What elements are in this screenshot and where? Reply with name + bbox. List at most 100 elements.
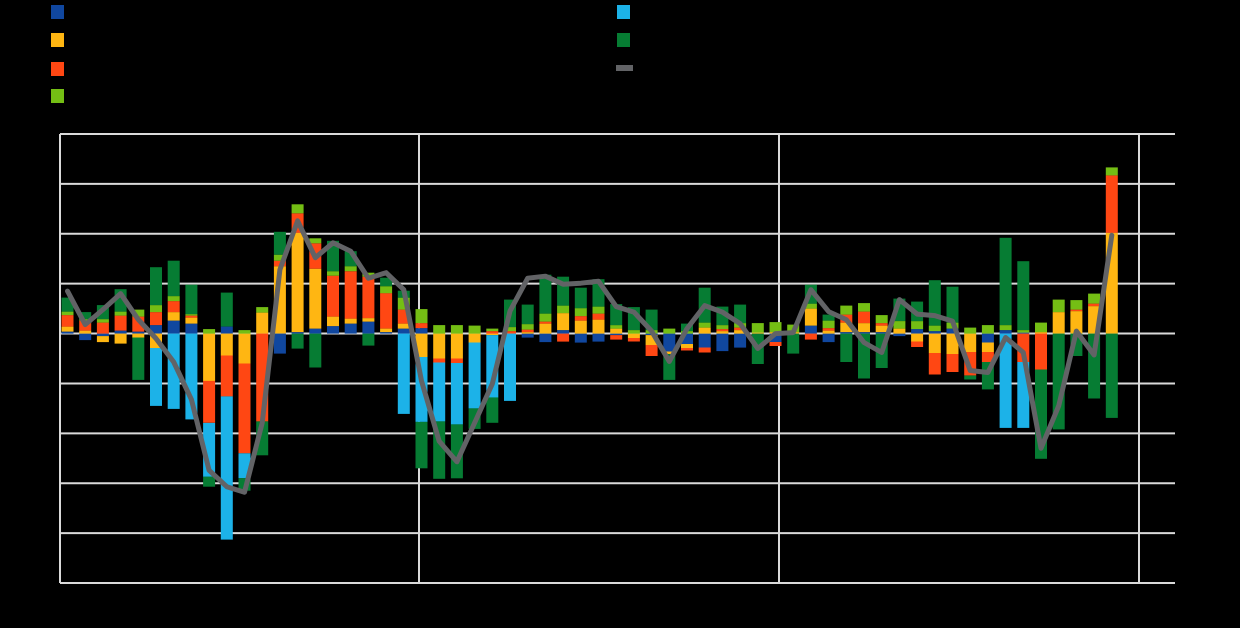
bar-segment-amber [433, 333, 446, 359]
bar-segment-amber [132, 333, 145, 338]
bar-segment-sky-blue [468, 342, 481, 409]
bar-segment-dark-blue [397, 328, 410, 334]
bar-segment-dark-green [946, 286, 959, 323]
bar-segment-orange-red [96, 322, 109, 334]
bar-segment-light-green [344, 266, 357, 272]
bar-segment-amber [822, 330, 835, 334]
bar-segment-orange-red [822, 328, 835, 331]
bar-segment-light-green [1017, 330, 1030, 333]
bar-segment-orange-red [61, 315, 74, 327]
bar-segment-amber [592, 319, 605, 334]
legend-swatch-amber [51, 33, 64, 47]
bar-segment-sky-blue [150, 348, 162, 406]
bar-segment-amber [344, 318, 357, 324]
bar-segment-orange-red [698, 347, 711, 353]
bar-segment-light-green [840, 305, 853, 315]
bar-segment-light-green [1035, 322, 1047, 333]
bar-segment-orange-red [981, 352, 994, 362]
bar-segment-amber [327, 316, 339, 327]
bar-segment-amber [291, 232, 304, 333]
bar-segment-amber [946, 333, 959, 355]
bar-segment-amber [557, 313, 570, 331]
bar-segment-light-green [964, 327, 977, 334]
bar-segment-light-green [273, 254, 286, 261]
bar-segment-light-green [1088, 293, 1101, 304]
bar-segment-dark-green [486, 397, 499, 423]
bar-segment-orange-red [220, 355, 233, 397]
bar-segment-dark-blue [291, 332, 304, 334]
bar-segment-light-green [769, 322, 782, 333]
bar-segment-amber [380, 328, 393, 333]
legend-swatch-dark-blue [51, 5, 64, 19]
bar-segment-light-green [327, 271, 339, 276]
legend-swatch-light-green [51, 89, 64, 103]
bar-segment-orange-red [769, 342, 782, 346]
bar-segment-light-green [627, 330, 640, 334]
bar-segment-dark-blue [734, 333, 747, 348]
bar-segment-orange-red [521, 329, 534, 333]
bar-segment-orange-red [681, 348, 693, 351]
bar-segment-orange-red [627, 338, 640, 342]
bar-segment-light-green [521, 324, 534, 330]
bar-segment-dark-blue [822, 333, 835, 343]
bar-segment-orange-red [645, 345, 658, 356]
bar-segment-amber [521, 332, 534, 334]
bar-segment-orange-red [557, 333, 570, 342]
bar-segment-light-green [751, 323, 764, 333]
bar-segment-amber [415, 333, 428, 357]
bar-segment-light-green [893, 321, 906, 329]
bar-segment-dark-green [734, 304, 747, 324]
bar-segment-amber [627, 333, 640, 339]
bar-segment-orange-red [804, 333, 817, 340]
bar-segment-orange-red [167, 301, 180, 313]
bar-segment-light-green [716, 325, 729, 330]
bar-segment-amber [486, 333, 499, 336]
bar-segment-amber [574, 320, 587, 334]
bar-segment-amber [751, 332, 764, 334]
bar-segment-light-green [1052, 299, 1065, 313]
bar-segment-sky-blue [504, 333, 516, 401]
bar-segment-light-green [698, 322, 711, 328]
bar-segment-light-green [291, 204, 304, 214]
bar-segment-orange-red [610, 335, 623, 340]
bar-segment-dark-blue [415, 328, 428, 334]
bar-segment-light-green [203, 329, 216, 334]
bar-segment-orange-red [875, 323, 888, 326]
bar-segment-dark-blue [698, 333, 711, 348]
bar-segment-amber [220, 333, 233, 356]
bar-segment-amber [468, 333, 481, 343]
bar-segment-amber [734, 330, 747, 334]
bar-segment-amber [875, 325, 888, 333]
bar-segment-orange-red [539, 321, 552, 324]
bar-segment-dark-blue [557, 330, 570, 334]
bar-segment-dark-green [1052, 333, 1065, 430]
bar-segment-light-green [433, 325, 446, 334]
bar-segment-orange-red [1070, 309, 1083, 312]
bar-segment-light-green [415, 309, 428, 324]
bar-segment-amber [96, 336, 109, 343]
bar-segment-light-green [114, 311, 127, 316]
bar-segment-amber [858, 323, 870, 333]
bar-segment-amber [1070, 311, 1083, 334]
bar-segment-dark-green [79, 312, 92, 320]
bar-segment-sky-blue [397, 333, 410, 414]
bar-segment-dark-green [167, 260, 180, 297]
legend-swatch-dark-green [617, 33, 630, 47]
bar-segment-orange-red [380, 293, 393, 329]
bar-segment-amber [698, 327, 711, 334]
bar-segment-light-green [574, 308, 587, 317]
bar-segment-orange-red [858, 311, 870, 324]
bar-segment-amber [309, 268, 322, 329]
bar-segment-sky-blue [167, 333, 180, 409]
bar-segment-dark-green [203, 476, 216, 487]
bar-segment-dark-green [574, 287, 587, 309]
bar-segment-light-green [557, 305, 570, 314]
bar-segment-light-green [928, 325, 941, 332]
bar-segment-light-green [504, 327, 516, 332]
bar-segment-dark-blue [663, 333, 676, 352]
bar-segment-light-green [911, 321, 924, 330]
bar-segment-dark-blue [911, 329, 924, 334]
bar-segment-dark-blue [167, 320, 180, 334]
bar-segment-dark-blue [150, 325, 162, 334]
bar-segment-orange-red [734, 327, 747, 331]
